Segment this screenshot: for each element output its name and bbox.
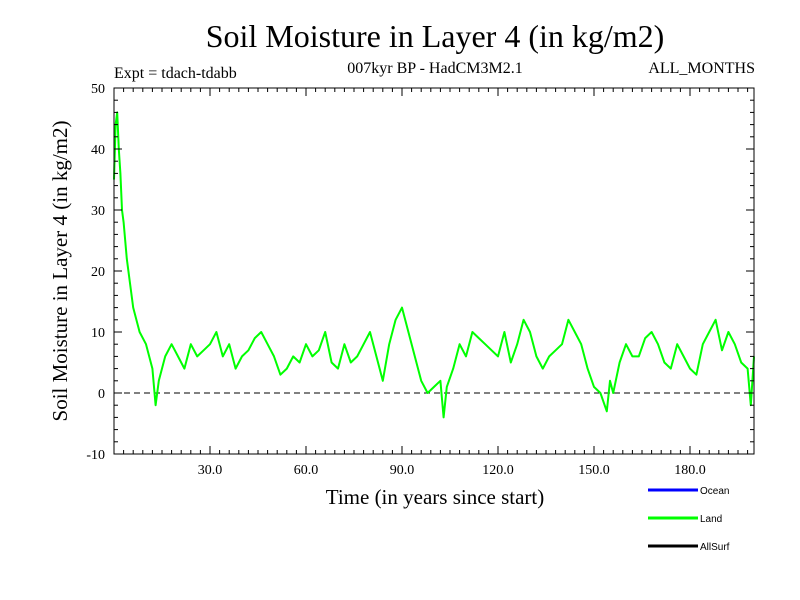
- y-tick-label: -10: [86, 448, 105, 463]
- y-tick-label: 30: [91, 204, 105, 219]
- y-tick-label: 20: [91, 265, 105, 280]
- plot-area: [113, 111, 755, 419]
- x-tick-label: 60.0: [294, 463, 319, 478]
- y-axis-label: Soil Moisture in Layer 4 (in kg/m2): [48, 121, 72, 422]
- x-axis: 30.0 60.0 90.0 120.0 150.0 180.0: [123, 88, 749, 478]
- plot-frame: [113, 87, 755, 455]
- experiment-label: Expt = tdach-tdabb: [114, 65, 237, 82]
- chart-title: Soil Moisture in Layer 4 (in kg/m2): [206, 18, 665, 54]
- legend-label-ocean: Ocean: [700, 486, 729, 497]
- legend-label-allsurf: AllSurf: [700, 542, 730, 553]
- months-label: ALL_MONTHS: [648, 60, 755, 77]
- period-model-label: 007kyr BP - HadCM3M2.1: [347, 60, 522, 77]
- y-tick-label: 10: [91, 326, 105, 341]
- x-tick-label: 180.0: [674, 463, 706, 478]
- y-tick-label: 40: [91, 143, 105, 158]
- y-tick-label: 0: [98, 387, 105, 402]
- y-tick-label: 50: [91, 82, 105, 97]
- series-line-land: [113, 111, 755, 419]
- x-axis-label: Time (in years since start): [326, 485, 545, 509]
- x-tick-label: 90.0: [390, 463, 415, 478]
- y-axis: -10 0 10 20 30 40 50: [86, 82, 754, 463]
- legend-label-land: Land: [700, 514, 722, 525]
- x-tick-label: 120.0: [482, 463, 514, 478]
- x-tick-label: 30.0: [198, 463, 223, 478]
- legend: Ocean Land AllSurf: [648, 486, 730, 553]
- x-tick-label: 150.0: [578, 463, 610, 478]
